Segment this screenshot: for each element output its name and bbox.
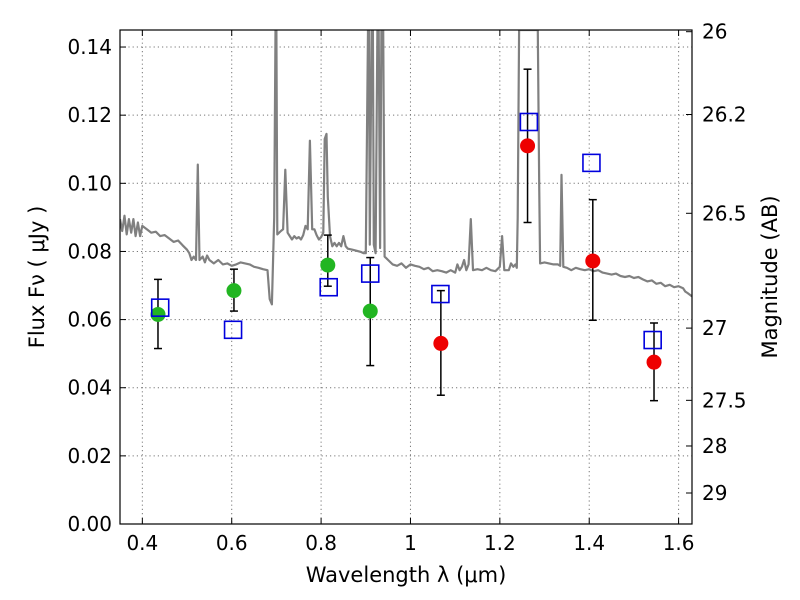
red-data-point: [585, 253, 601, 269]
y-tick-label: 0.00: [67, 512, 112, 536]
y2-tick-label: 28: [702, 434, 727, 458]
y2-tick-label: 27.5: [702, 388, 747, 412]
y-tick-label: 0.14: [67, 35, 112, 59]
green-data-point: [362, 303, 378, 319]
x-tick-label: 1.4: [573, 531, 605, 555]
blue-square-marker: [582, 153, 601, 173]
blue-square-marker: [360, 264, 380, 283]
x-axis-label: Wavelength λ (μm): [306, 563, 507, 587]
blue-square-marker: [319, 277, 338, 297]
blue-square-marker: [150, 298, 170, 317]
x-tick-label: 0.8: [305, 531, 337, 555]
y-tick-label: 0.02: [67, 444, 112, 468]
y2-tick-label: 26.5: [702, 201, 747, 225]
y2-tick-label: 26.2: [702, 102, 747, 126]
blue-square-marker: [223, 320, 243, 340]
blue-square-marker: [519, 112, 539, 132]
x-tick-label: 0.4: [126, 531, 158, 555]
y-axis-label: Flux Fν ( μJy ): [25, 206, 49, 349]
red-data-point: [646, 354, 662, 370]
x-tick-label: 1.6: [663, 531, 695, 555]
plot-frame: [119, 29, 693, 525]
y-tick-label: 0.10: [67, 171, 112, 195]
red-data-point: [520, 138, 536, 154]
blue-square-marker: [643, 330, 662, 350]
green-data-point: [226, 283, 242, 299]
y-tick-label: 0.04: [67, 376, 112, 400]
y2-axis-label: Magnitude (AB): [758, 195, 782, 358]
marker-layer: [150, 68, 662, 402]
x-tick-label: 1: [404, 531, 417, 555]
x-tick-label: 1.2: [484, 531, 516, 555]
plot-background: [120, 30, 692, 524]
y-tick-label: 0.06: [67, 308, 112, 332]
y-tick-label: 0.08: [67, 239, 112, 263]
ticks: 0.4 0.6 0.8 1 1.2 1.4 1.6 0.00 0.02 0.04 0.06 0.08 0…: [67, 20, 746, 555]
green-data-point: [150, 306, 166, 322]
red-data-point: [433, 335, 449, 351]
model-spectrum-line: [120, 30, 692, 306]
data-layer: [120, 30, 692, 306]
y2-tick-label: 27: [702, 316, 727, 340]
x-tick-label: 0.6: [216, 531, 248, 555]
blue-square-marker: [431, 284, 450, 304]
green-data-point: [320, 257, 336, 273]
y-tick-label: 0.12: [67, 103, 112, 127]
y2-tick-label: 29: [702, 481, 727, 505]
y2-tick-label: 26: [702, 20, 727, 44]
